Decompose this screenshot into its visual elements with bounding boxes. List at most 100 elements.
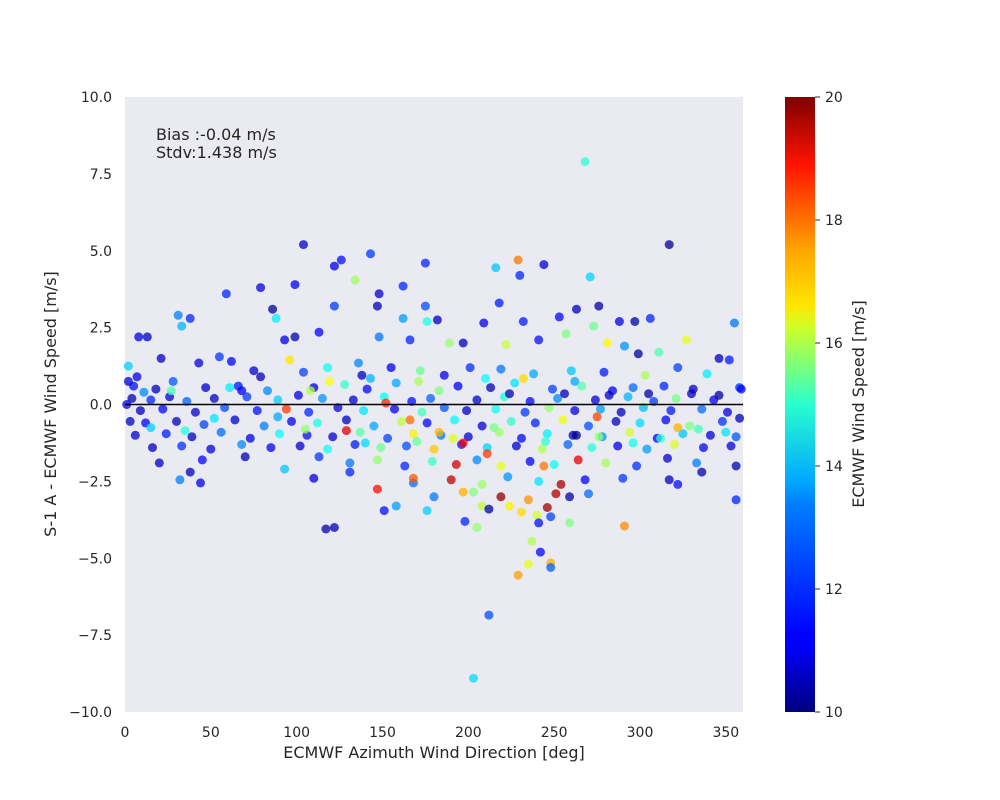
scatter-point <box>299 240 308 250</box>
scatter-point <box>185 467 195 477</box>
scatter-point <box>333 403 343 413</box>
scatter-point <box>305 386 315 396</box>
scatter-point <box>201 383 211 393</box>
scatter-point <box>151 384 161 394</box>
scatter-point <box>420 301 430 311</box>
scatter-point <box>484 504 494 514</box>
scatter-point <box>472 395 482 405</box>
scatter-point <box>465 363 475 373</box>
scatter-point <box>123 361 133 371</box>
scatter-point <box>341 415 351 425</box>
scatter-point <box>314 327 324 337</box>
scatter-point <box>584 489 593 499</box>
scatter-point <box>324 376 334 386</box>
scatter-point <box>518 373 528 383</box>
scatter-point <box>535 547 545 557</box>
scatter-point <box>491 404 501 414</box>
scatter-point <box>635 418 645 428</box>
scatter-point <box>362 384 372 394</box>
scatter-point <box>518 317 528 326</box>
scatter-point <box>472 455 482 465</box>
scatter-point <box>501 340 511 349</box>
scatter-point <box>673 423 683 433</box>
scatter-point <box>505 501 514 511</box>
scatter-point <box>221 289 231 299</box>
scatter-point <box>541 436 551 446</box>
scatter-point <box>659 381 669 391</box>
scatter-point <box>589 321 599 331</box>
scatter-point <box>558 415 568 425</box>
scatter-point <box>206 444 216 454</box>
colorbar-tick-label: 20 <box>825 90 843 106</box>
scatter-point <box>714 353 724 363</box>
scatter-point <box>142 332 152 342</box>
scatter-point <box>412 436 422 446</box>
scatter-point <box>405 415 415 425</box>
scatter-point <box>379 506 389 516</box>
scatter-point <box>616 407 626 417</box>
scatter-point <box>539 260 549 270</box>
scatter-point <box>527 536 537 546</box>
scatter-point <box>580 157 590 167</box>
scatter-point <box>563 440 573 449</box>
scatter-point <box>130 430 140 440</box>
scatter-point <box>266 443 276 453</box>
scatter-point <box>225 383 235 393</box>
scatter-point <box>226 356 236 366</box>
x-tick-label: 100 <box>283 725 310 741</box>
scatter-point <box>534 518 544 528</box>
scatter-point <box>565 492 575 502</box>
x-tick-label: 250 <box>541 725 568 741</box>
colorbar-tick-label: 14 <box>825 459 843 475</box>
scatter-point <box>287 416 296 426</box>
scatter-point <box>649 396 659 406</box>
scatter-point <box>240 452 250 462</box>
scatter-point <box>561 329 571 339</box>
scatter-point <box>664 240 674 250</box>
scatter-point <box>304 407 314 417</box>
scatter-point <box>702 369 712 379</box>
scatter-point <box>661 415 671 425</box>
scatter-point <box>736 384 746 394</box>
scatter-point <box>434 427 444 437</box>
scatter-point <box>281 404 291 414</box>
scatter-point <box>573 455 583 465</box>
scatter-point <box>263 386 272 396</box>
scatter-point <box>685 421 695 431</box>
scatter-point <box>345 467 355 477</box>
scatter-point <box>565 518 575 528</box>
scatter-point <box>620 521 629 531</box>
scatter-point <box>537 444 547 454</box>
scatter-point <box>539 461 549 471</box>
scatter-point <box>613 441 623 451</box>
scatter-point <box>489 423 499 433</box>
scatter-point <box>336 255 346 265</box>
scatter-point <box>242 392 252 402</box>
scatter-point <box>408 473 418 483</box>
scatter-point <box>328 432 338 442</box>
scatter-point <box>599 367 609 377</box>
scatter-point <box>214 352 224 362</box>
stdv-annotation: Stdv:1.438 m/s <box>156 143 277 162</box>
scatter-point <box>194 358 204 368</box>
scatter-point <box>407 396 417 406</box>
scatter-point <box>256 372 266 382</box>
scatter-point <box>602 338 612 348</box>
scatter-point <box>230 415 240 425</box>
scatter-point <box>168 376 178 386</box>
scatter-point <box>721 427 731 437</box>
scatter-point <box>132 372 142 382</box>
scatter-point <box>491 263 501 273</box>
scatter-point <box>554 312 564 322</box>
scatter-point <box>446 475 456 485</box>
colorbar-label: ECMWF Wind Speed [m/s] <box>849 300 868 508</box>
scatter-point <box>187 432 197 442</box>
scatter-point <box>295 441 305 451</box>
scatter-point <box>697 404 707 414</box>
scatter-point <box>572 430 581 440</box>
scatter-point <box>180 426 190 436</box>
scatter-point <box>623 392 633 402</box>
scatter-point <box>577 381 587 391</box>
scatter-point <box>731 432 741 442</box>
